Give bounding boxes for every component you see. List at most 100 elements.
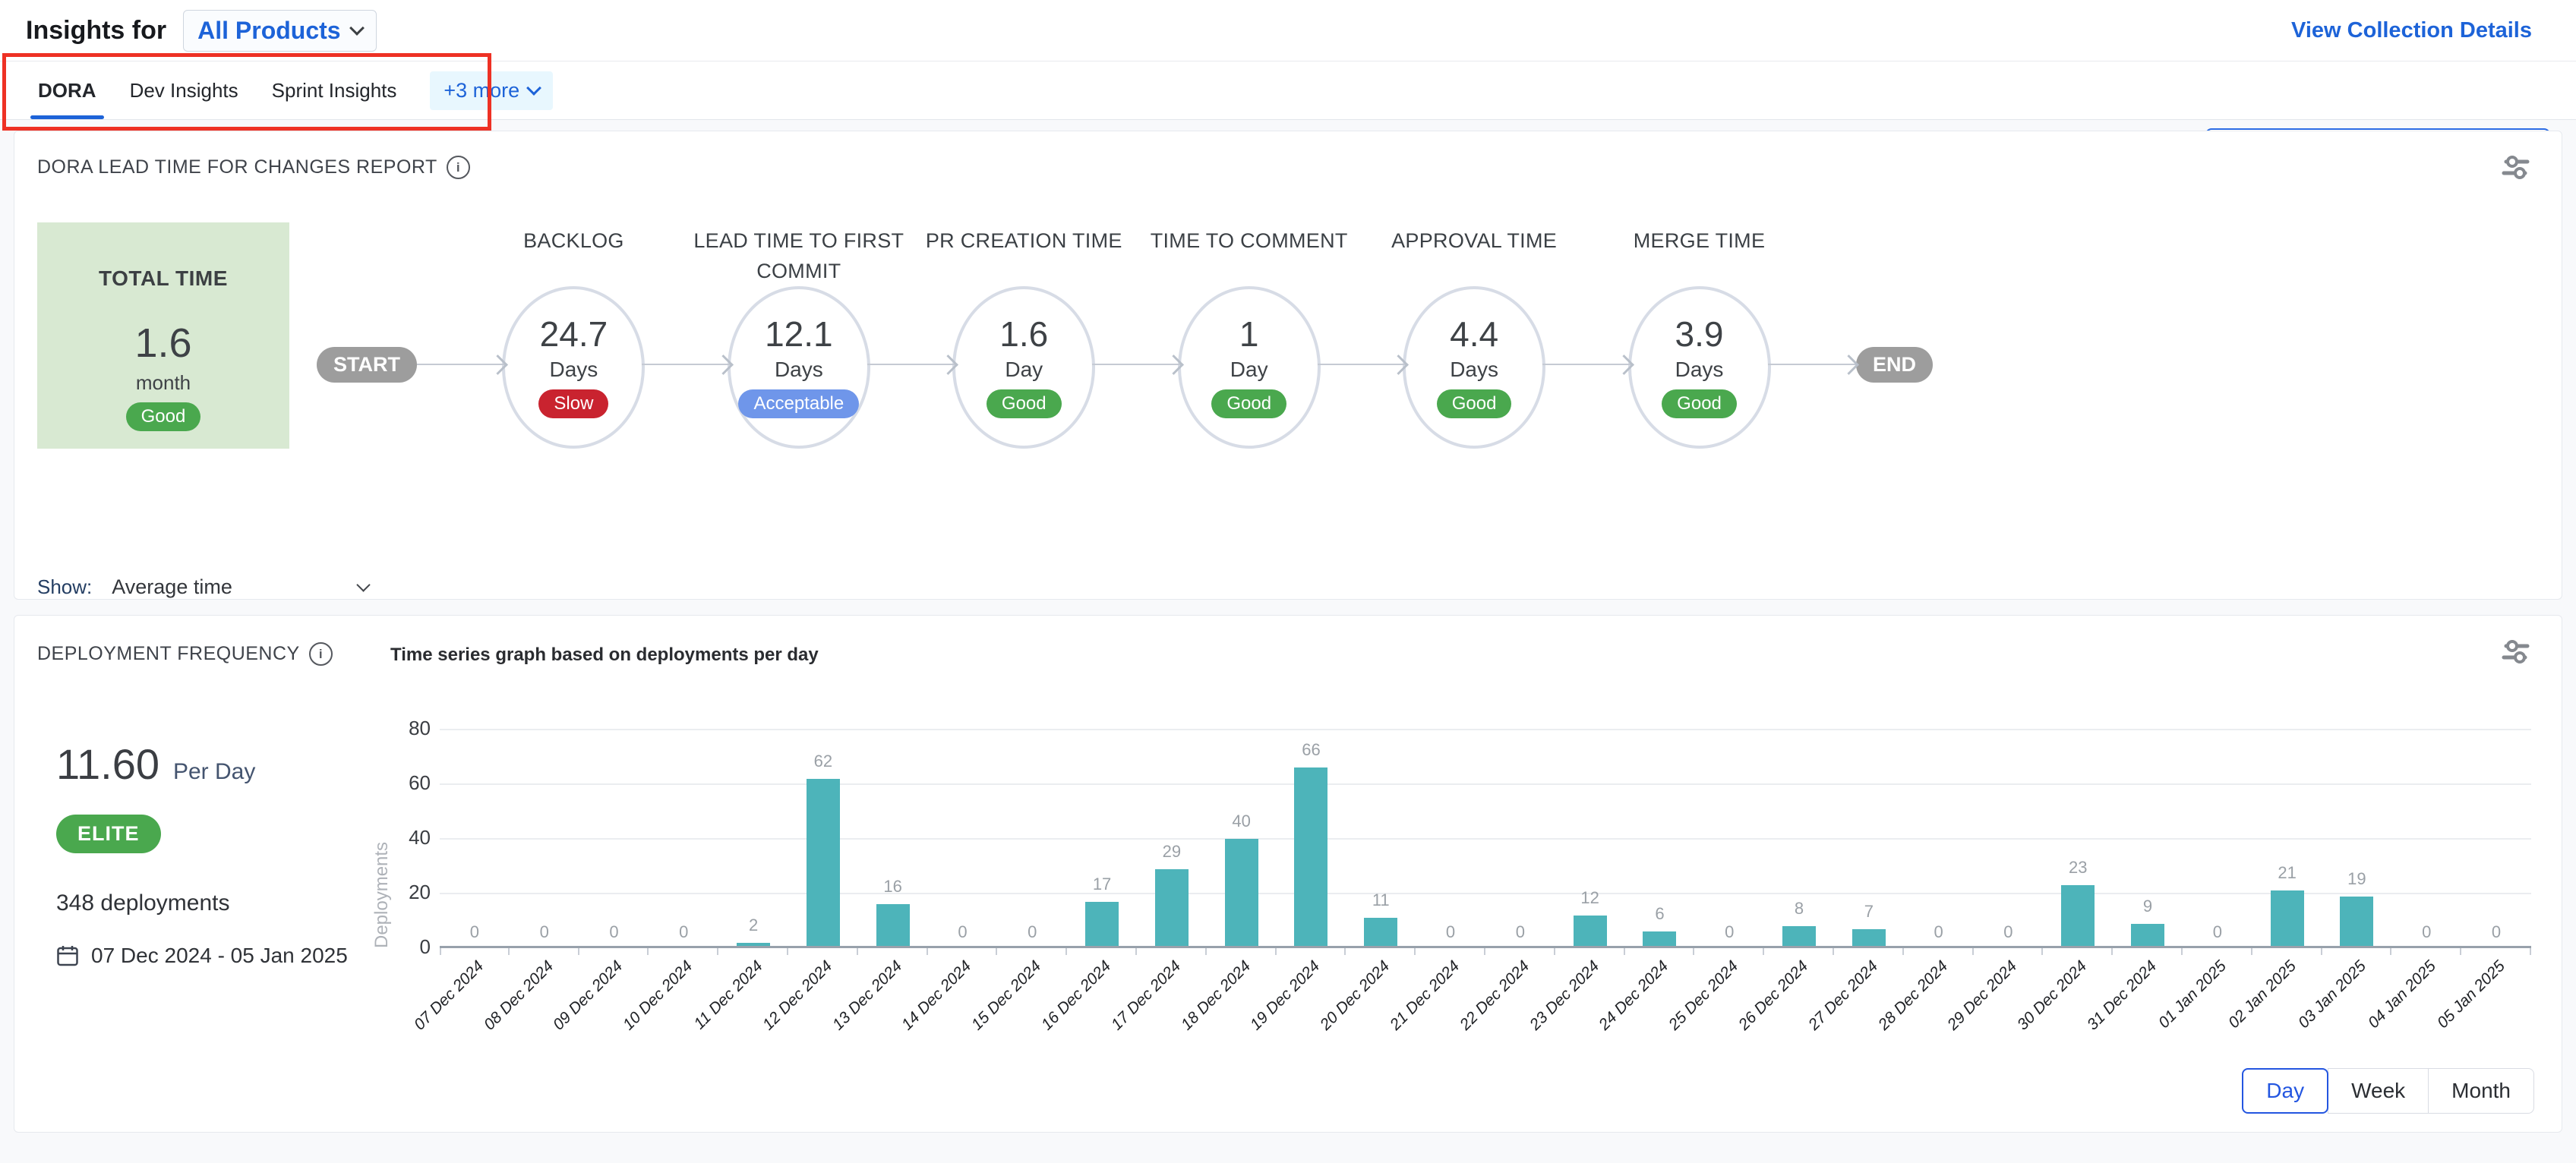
bar-slot-15-dec-2024: 0	[997, 730, 1067, 948]
bar-value-label: 0	[1725, 922, 1734, 942]
bar-slot-27-dec-2024: 7	[1834, 730, 1904, 948]
bar[interactable]	[1225, 839, 1258, 948]
bar[interactable]	[1574, 916, 1607, 948]
stage-badge: Good	[987, 389, 1062, 418]
tab-sprint-insights[interactable]: Sprint Insights	[255, 61, 414, 119]
stage-pr-creation-time: PR CREATION TIME1.6DayGood	[955, 225, 1092, 449]
stage-unit: Day	[1005, 358, 1043, 382]
y-tick-label: 20	[409, 881, 431, 904]
deployment-rate-value: 11.60	[56, 743, 159, 786]
bar[interactable]	[807, 779, 840, 948]
bar[interactable]	[2340, 897, 2373, 948]
bar-value-label: 0	[679, 922, 688, 942]
lead-time-card-title: DORA LEAD TIME FOR CHANGES REPORT	[37, 156, 437, 178]
y-tick-label: 80	[409, 717, 431, 740]
bar-value-label: 21	[2278, 863, 2296, 883]
info-icon[interactable]: i	[309, 642, 333, 666]
calendar-icon	[56, 944, 79, 967]
flow-arrow	[1768, 364, 1856, 365]
stage-name: MERGE TIME	[1582, 225, 1817, 286]
y-axis-title: Deployments	[371, 730, 393, 948]
chart-settings-icon[interactable]	[2501, 638, 2531, 670]
total-deployments: 348 deployments	[56, 890, 230, 916]
bar-slot-18-dec-2024: 40	[1207, 730, 1277, 948]
bar-value-label: 19	[2347, 869, 2366, 889]
show-label: Show:	[37, 575, 92, 599]
stage-circle-lead-time-to-first-commit: 12.1DaysAcceptable	[728, 286, 870, 449]
chevron-down-icon	[526, 80, 541, 96]
info-icon[interactable]: i	[447, 156, 470, 179]
bar-value-label: 0	[2422, 922, 2431, 942]
bar-slot-05-jan-2025: 0	[2461, 730, 2531, 948]
flow-arrow	[417, 364, 505, 365]
bar-value-label: 66	[1302, 740, 1320, 760]
show-dropdown[interactable]: Show: Average time	[37, 575, 368, 599]
stage-name: BACKLOG	[456, 225, 691, 286]
bar[interactable]	[1364, 918, 1397, 948]
bar[interactable]	[2131, 924, 2164, 948]
start-node: START	[317, 347, 417, 383]
bar[interactable]	[876, 904, 910, 948]
end-node: END	[1856, 347, 1933, 383]
granularity-week-button[interactable]: Week	[2328, 1068, 2429, 1114]
flow-arrow	[1092, 364, 1180, 365]
stage-badge: Slow	[538, 389, 608, 418]
bar-value-label: 11	[1372, 890, 1390, 910]
x-axis-baseline	[440, 946, 2531, 948]
page-header: Insights for All Products View Collectio…	[0, 0, 2576, 61]
stage-backlog: BACKLOG24.7DaysSlow	[505, 225, 642, 449]
granularity-month-button[interactable]: Month	[2428, 1068, 2534, 1114]
bar[interactable]	[1782, 926, 1816, 948]
more-tabs-label: +3 more	[444, 79, 519, 102]
tab-dora[interactable]: DORA	[21, 61, 113, 119]
stage-badge: Good	[1437, 389, 1512, 418]
bar-value-label: 6	[1655, 904, 1664, 924]
bar[interactable]	[1085, 902, 1119, 948]
chart-settings-icon[interactable]	[2501, 154, 2531, 185]
bar[interactable]	[1155, 869, 1189, 948]
total-time-badge: Good	[126, 402, 201, 431]
tab-dev-insights[interactable]: Dev Insights	[113, 61, 255, 119]
bar-value-label: 62	[814, 752, 832, 771]
stage-time-to-comment: TIME TO COMMENT1DayGood	[1181, 225, 1318, 449]
x-tick-label: 07 Dec 2024	[411, 957, 488, 1034]
product-selector-value: All Products	[197, 17, 340, 45]
stage-lead-time-to-first-commit: LEAD TIME TO FIRST COMMIT12.1DaysAccepta…	[731, 225, 867, 449]
product-selector-dropdown[interactable]: All Products	[183, 10, 376, 52]
granularity-day-button[interactable]: Day	[2242, 1068, 2328, 1114]
bar[interactable]	[2271, 890, 2304, 948]
bar-value-label: 0	[958, 922, 967, 942]
more-tabs-dropdown[interactable]: +3 more	[430, 71, 553, 110]
stage-unit: Days	[1450, 358, 1498, 382]
stage-unit: Days	[1675, 358, 1724, 382]
bars-container: 0000262160017294066110012608700239021190…	[440, 730, 2531, 948]
performance-tier-badge: ELITE	[56, 815, 161, 853]
tab-bar: DORADev InsightsSprint Insights +3 more …	[0, 61, 2576, 120]
stage-circle-time-to-comment: 1DayGood	[1178, 286, 1321, 449]
x-axis: 07 Dec 202408 Dec 202409 Dec 202410 Dec …	[440, 948, 2531, 1077]
bar-slot-24-dec-2024: 6	[1625, 730, 1695, 948]
stage-circle-pr-creation-time: 1.6DayGood	[952, 286, 1095, 449]
bar-slot-14-dec-2024: 0	[928, 730, 998, 948]
stage-circle-merge-time: 3.9DaysGood	[1628, 286, 1771, 449]
deployment-frequency-card: DEPLOYMENT FREQUENCY i Time series graph…	[14, 615, 2562, 1133]
bar-value-label: 0	[540, 922, 549, 942]
stage-value: 3.9	[1675, 317, 1724, 351]
bar-slot-31-dec-2024: 9	[2113, 730, 2183, 948]
bar-slot-19-dec-2024: 66	[1277, 730, 1346, 948]
y-tick-label: 0	[420, 935, 431, 959]
bar-slot-02-jan-2025: 21	[2252, 730, 2322, 948]
bar[interactable]	[1294, 767, 1327, 948]
bar-slot-01-jan-2025: 0	[2183, 730, 2252, 948]
bar-slot-29-dec-2024: 0	[1974, 730, 2044, 948]
bar[interactable]	[2061, 885, 2095, 948]
bar-value-label: 0	[1934, 922, 1943, 942]
bar-value-label: 9	[2143, 897, 2152, 916]
bar-slot-08-dec-2024: 0	[510, 730, 579, 948]
view-collection-details-link[interactable]: View Collection Details	[2291, 18, 2532, 43]
stage-value: 1	[1239, 317, 1259, 351]
tab-list: DORADev InsightsSprint Insights	[21, 61, 413, 119]
deployment-date-range-value: 07 Dec 2024 - 05 Jan 2025	[91, 944, 348, 968]
total-time-value: 1.6	[134, 323, 191, 364]
bar-value-label: 12	[1580, 888, 1599, 908]
